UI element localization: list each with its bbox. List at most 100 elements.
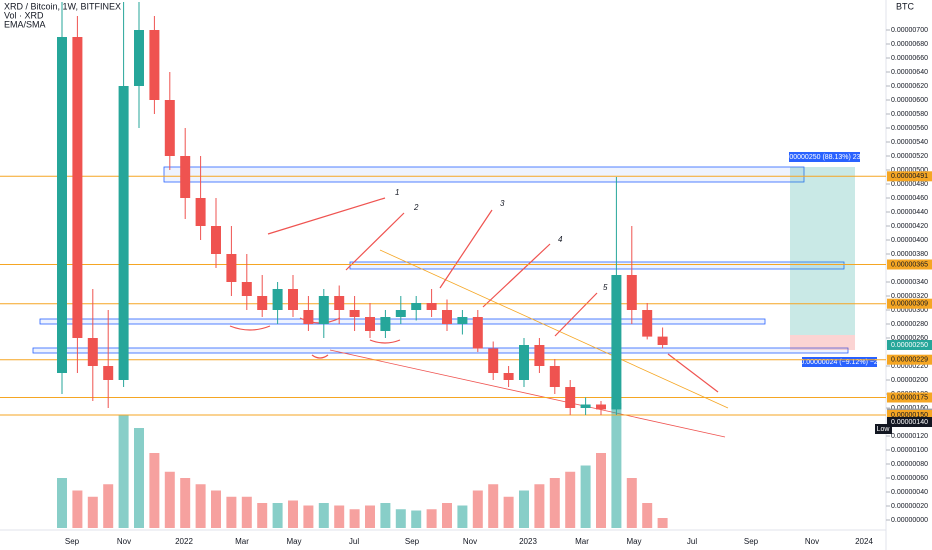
x-tick-label: May [286,537,301,546]
x-tick-label: May [626,537,641,546]
volume-bar [534,484,545,528]
y-tick-label: 0.00000220 [891,363,928,370]
y-tick-label: 0.00000580 [891,111,928,118]
volume-bar [257,503,268,528]
zone-box [32,347,849,354]
y-tick-label: 0.00000600 [891,97,928,104]
level-label: 0.00000365 [891,261,928,268]
annotation: 1 [395,188,399,197]
level-tag [887,259,932,270]
candle-body [534,345,545,366]
level-label: 0.00000309 [891,301,928,308]
candle-body [503,373,514,380]
candle-body [241,282,252,296]
y-tick-label: 0.00000620 [891,83,928,90]
x-tick-label: Nov [117,537,131,546]
candle-body [565,387,576,408]
y-tick-label: 0.00000200 [891,377,928,384]
volume-bar [303,505,314,528]
candle-body [180,156,191,198]
volume-bar [288,500,298,528]
measure-up-box [790,167,855,335]
candle-body [380,317,391,331]
low-label: Low [877,426,891,433]
candle-body [272,289,283,310]
measure-tag [789,152,860,162]
level-tag [887,354,932,365]
volume-bar [626,478,637,528]
volume-bar [164,471,175,528]
x-tick-label: Sep [744,537,759,546]
candle-body [596,404,606,410]
candle-body [103,366,114,380]
candle-body [195,198,206,226]
candle-body [611,275,622,410]
measure-down-box [790,335,855,350]
volume-bar [57,478,67,528]
level-label: 0.00000150 [891,412,928,419]
trend-line [329,349,726,438]
candle-body [549,366,560,387]
y-tick-label: 0.00000480 [891,181,928,188]
y-tick-label: 0.00000100 [891,447,928,454]
level-tag [887,417,932,427]
volume-bar [211,490,221,528]
candle-body [211,226,221,254]
volume-bar [426,509,437,528]
chart-title: XRD / Bitcoin, 1W, BITFINEX [4,1,121,11]
candle-body [642,310,653,337]
level-label: 0.00000175 [891,394,928,401]
level-tag [887,392,932,403]
volume-bar [442,503,452,528]
volume-bar [87,496,98,528]
x-tick-label: 2024 [855,537,873,546]
y-tick-label: 0.00000260 [891,335,928,342]
candle-body [87,338,98,366]
y-tick-label: 0.00000060 [891,475,928,482]
volume-bar [380,503,391,528]
candle-body [365,317,375,331]
y-tick-label: 0.00000700 [891,27,928,34]
subtitle: Vol · XRD [4,10,44,20]
candle-body [472,317,483,349]
candle-body [457,317,468,324]
volume-bar [349,509,360,528]
low-tag [875,424,892,434]
x-tick-label: Jul [349,537,359,546]
x-tick-label: Sep [65,537,80,546]
measure-tag [802,357,877,367]
level-label: 0.00000140 [891,419,928,426]
x-tick-label: 2023 [519,537,537,546]
annotation: 4 [558,235,563,244]
candle-body [349,310,360,317]
y-tick-label: 0.00000300 [891,307,928,314]
candle-body [134,30,144,86]
candle-body [226,254,237,282]
y-tick-label: 0.00000400 [891,237,928,244]
y-tick-label: 0.00000000 [891,517,928,524]
candle-body [626,275,637,310]
volume-bar [226,496,237,528]
y-tick-label: 0.00000280 [891,321,928,328]
y-tick-label: 0.00000120 [891,433,928,440]
y-tick-label: 0.00000640 [891,69,928,76]
level-tag [887,410,932,420]
candle-body [395,310,406,317]
volume-bar [519,490,529,528]
zone-box [349,261,845,270]
x-tick-label: Mar [575,537,589,546]
volume-bar [72,490,83,528]
volume-bar [503,496,514,528]
y-tick-label: 0.00000040 [891,489,928,496]
volume-bar [118,415,129,528]
x-tick-label: Nov [463,537,477,546]
zone-box [163,166,805,183]
volume-bar [596,453,606,528]
candle-body [72,37,83,338]
x-tick-label: Mar [235,537,249,546]
y-tick-label: 0.00000340 [891,279,928,286]
volume-bar [149,453,160,528]
level-tag [887,171,932,182]
y-tick-label: 0.00000160 [891,405,928,412]
